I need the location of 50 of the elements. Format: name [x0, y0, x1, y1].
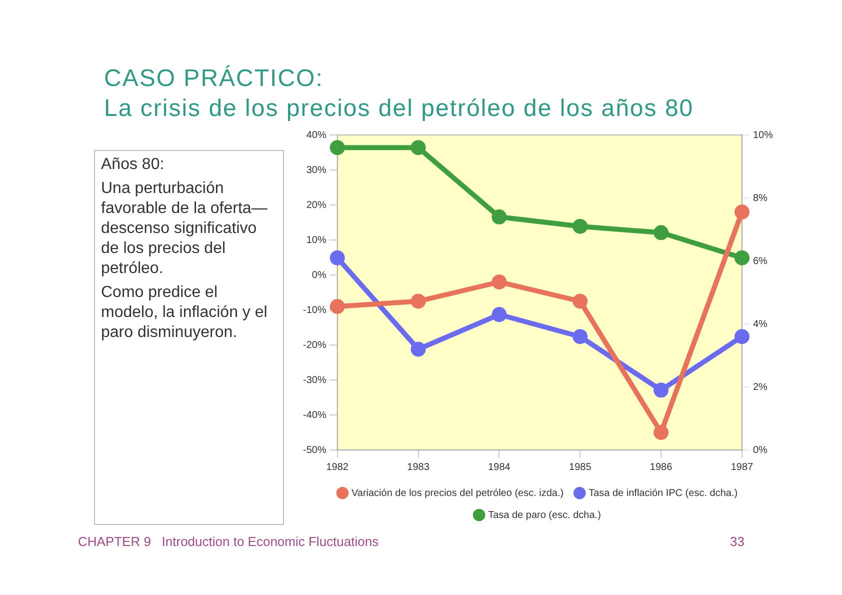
point: [330, 250, 345, 266]
text: 33: [730, 534, 744, 549]
point: [734, 204, 750, 220]
point: [572, 329, 588, 344]
y-tick-label: -50%: [302, 444, 326, 456]
y-tick-label: 30%: [306, 164, 326, 176]
y2-tick-label: 4%: [752, 318, 768, 330]
text: Años 80:: [101, 155, 166, 175]
text: CHAPTER 9 Introduction to Economic Fluctuations: [78, 534, 379, 549]
point: [410, 140, 426, 156]
point: [492, 307, 507, 322]
legend-label: Tasa de paro (esc. dcha.): [488, 510, 601, 521]
point: [330, 299, 345, 314]
y-tick-label: -20%: [302, 340, 326, 351]
y2-tick-label: 2%: [752, 382, 768, 393]
x-tick-label: 1985: [569, 462, 592, 473]
y-tick-label: 40%: [306, 130, 326, 141]
point: [492, 274, 507, 290]
x-tick-label: 1984: [488, 462, 511, 473]
y-tick-label: -30%: [302, 374, 326, 386]
text: Una perturbación favorable de la oferta—descenso significativo de los precios del petróleo.: [101, 179, 268, 279]
y-tick-label: 0%: [312, 270, 326, 281]
y-tick-label: -40%: [302, 410, 326, 421]
y2-tick-label: 6%: [752, 256, 768, 267]
x-tick-label: 1983: [407, 462, 430, 473]
point: [330, 140, 345, 156]
point: [572, 218, 588, 234]
point: [410, 342, 426, 357]
y2-tick-label: 0%: [752, 444, 768, 456]
x-tick-label: 1982: [326, 462, 349, 473]
y-tick-label: 20%: [306, 200, 326, 211]
point: [734, 329, 750, 344]
x-tick-label: 1987: [730, 462, 754, 473]
y-tick-label: 10%: [306, 234, 326, 246]
point: [410, 294, 426, 309]
x-tick-label: 1986: [650, 462, 673, 473]
chart-subtitle: La crisis de los precios del petróleo de los años 80: [104, 94, 695, 124]
point: [654, 225, 669, 240]
point: [654, 382, 669, 398]
chart-title: CASO PRÁCTICO:: [104, 64, 324, 94]
point: [572, 294, 588, 309]
legend-label: Variación de los precios del petróleo (esc. izda.): [351, 488, 564, 499]
point: [492, 209, 507, 224]
point: [654, 425, 669, 440]
y-tick-label: -10%: [302, 304, 326, 316]
y2-tick-label: 10%: [752, 130, 774, 141]
legend-label: Tasa de inflación IPC (esc. dcha.): [588, 488, 738, 499]
point: [734, 250, 750, 266]
text: Como predice el modelo, la inflación y el paro disminuyeron.: [101, 283, 268, 343]
y2-tick-label: 8%: [752, 192, 768, 204]
